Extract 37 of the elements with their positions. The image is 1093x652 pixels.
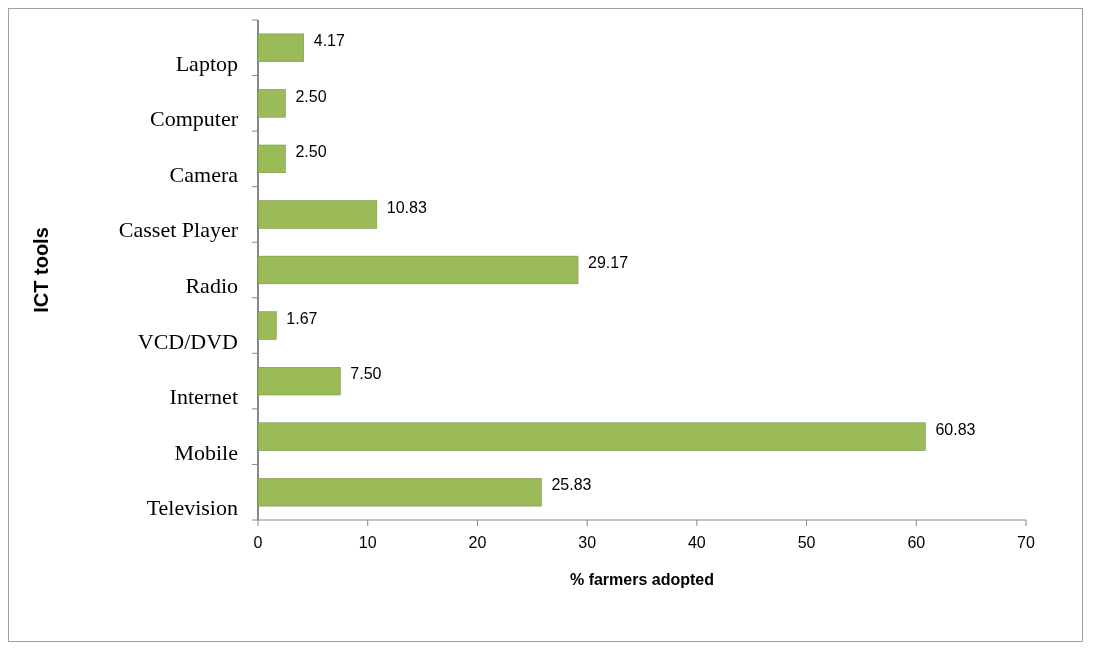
x-axis-title: % farmers adopted bbox=[569, 571, 715, 588]
bar bbox=[257, 144, 286, 174]
data-label: 2.50 bbox=[295, 143, 327, 161]
x-tick-label: 50 bbox=[797, 534, 816, 551]
data-label: 7.50 bbox=[350, 365, 382, 383]
bar bbox=[257, 89, 286, 118]
bar bbox=[257, 33, 304, 62]
data-label: 10.83 bbox=[386, 198, 427, 216]
data-label: 25.83 bbox=[551, 476, 592, 494]
x-tick-label: 30 bbox=[578, 534, 597, 551]
y-axis-title: ICT tools bbox=[30, 227, 52, 313]
y-tick-label: Computer bbox=[150, 106, 239, 132]
y-tick-label: Camera bbox=[169, 161, 239, 187]
y-tick-label: VCD/DVD bbox=[137, 328, 238, 354]
data-label: 2.50 bbox=[295, 87, 327, 105]
bar bbox=[257, 422, 926, 451]
x-tick-label: 60 bbox=[907, 534, 926, 551]
data-label: 60.83 bbox=[935, 420, 976, 438]
y-tick-label: Television bbox=[146, 495, 238, 521]
bar bbox=[257, 255, 579, 285]
x-tick-label: 40 bbox=[687, 534, 706, 551]
bar bbox=[257, 478, 542, 507]
bar bbox=[257, 366, 341, 396]
x-tick-label: 70 bbox=[1017, 534, 1035, 551]
bar bbox=[257, 311, 277, 340]
y-tick-label: Laptop bbox=[175, 50, 238, 76]
y-tick-label: Mobile bbox=[174, 439, 238, 465]
data-label: 29.17 bbox=[588, 254, 629, 272]
x-tick-label: 20 bbox=[468, 534, 487, 551]
x-tick-label: 0 bbox=[253, 534, 263, 551]
y-tick-label: Internet bbox=[169, 384, 238, 410]
data-label: 1.67 bbox=[286, 309, 318, 327]
x-tick-label: 10 bbox=[358, 534, 377, 551]
y-tick-label: Casset Player bbox=[118, 217, 239, 243]
data-label: 4.17 bbox=[313, 32, 345, 50]
bar bbox=[257, 200, 378, 229]
y-tick-label: Radio bbox=[185, 273, 238, 299]
